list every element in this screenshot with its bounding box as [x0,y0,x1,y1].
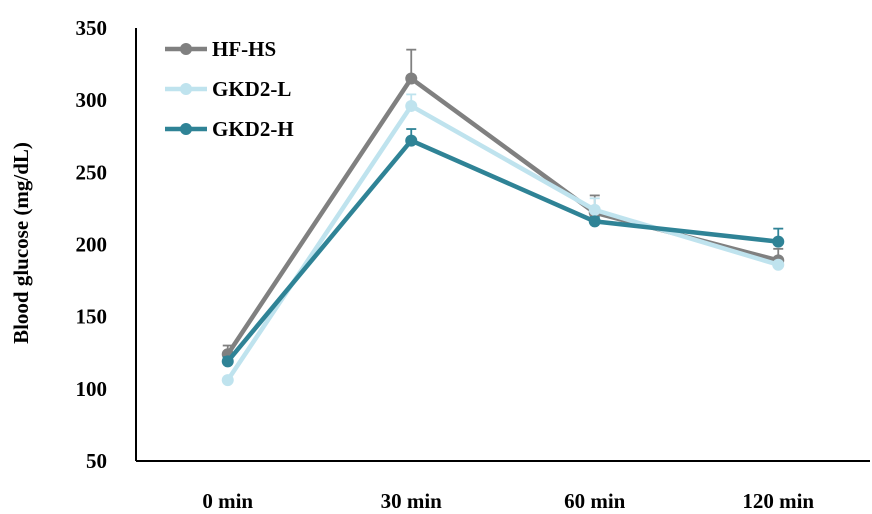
data-point [772,258,785,271]
y-tick-label: 50 [86,449,107,473]
x-tick-label: 0 min [202,489,253,513]
legend-swatch-marker [180,123,192,135]
legend-swatch-marker [180,83,192,95]
data-point [405,72,418,85]
x-tick-label: 30 min [381,489,443,513]
series-line [226,138,779,363]
legend-label: HF-HS [212,37,276,61]
data-point [588,203,601,216]
y-tick-label: 250 [76,160,108,184]
series-hf-hs [221,48,785,361]
series-gkd2-l [221,93,785,387]
data-point [221,355,234,368]
x-tick-labels: 0 min 30 min 60 min 120 min [202,489,814,513]
axes [135,28,870,462]
legend-label: GKD2-H [212,117,294,141]
series-line [225,76,779,356]
y-tick-label: 100 [76,377,108,401]
y-tick-label: 300 [76,88,108,112]
series-group [221,48,785,387]
y-tick-label: 200 [76,233,108,257]
data-point [772,235,785,248]
x-tick-label: 120 min [742,489,814,513]
series-gkd2-h [221,128,785,368]
y-tick-label: 150 [76,305,108,329]
y-axis-title: Blood glucose (mg/dL) [9,142,33,344]
legend-label: GKD2-L [212,77,291,101]
data-point [221,374,234,387]
legend-item: HF-HS [165,37,276,61]
y-tick-labels: 50 100 150 200 250 300 350 [76,16,108,473]
data-point [405,134,418,147]
legend: HF-HS GKD2-L GKD2-H [165,37,294,141]
legend-item: GKD2-H [165,117,294,141]
y-tick-label: 350 [76,16,108,40]
x-tick-label: 60 min [564,489,626,513]
legend-item: GKD2-L [165,77,291,101]
data-point [405,99,418,112]
data-point [588,215,601,228]
legend-swatch-marker [180,43,192,55]
series-line [225,103,779,382]
